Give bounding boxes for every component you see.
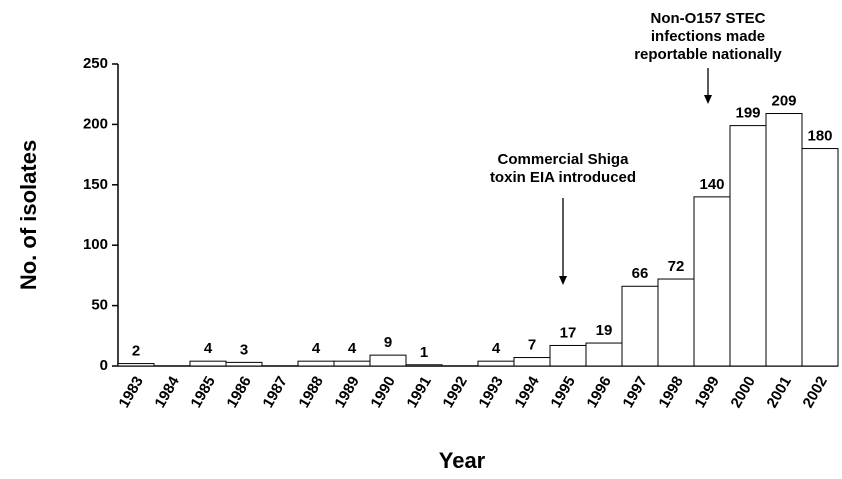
x-tick-label: 1992 [439, 373, 470, 410]
x-tick-label: 1983 [115, 373, 146, 410]
bar [513, 357, 551, 367]
x-tick-label: 1991 [403, 373, 434, 410]
value-label: 4 [312, 340, 321, 357]
bar [405, 364, 443, 367]
x-tick-label: 1998 [655, 373, 686, 410]
value-label: 17 [560, 324, 577, 341]
bar [369, 354, 407, 367]
annotation: Non-O157 STEC [650, 10, 765, 27]
y-tick-label: 100 [83, 236, 108, 253]
x-tick-label: 1997 [619, 373, 650, 410]
x-tick-label: 2001 [763, 373, 794, 410]
annotation: reportable nationally [634, 46, 782, 63]
x-tick-label: 2000 [727, 373, 758, 410]
y-tick-label: 250 [83, 55, 108, 72]
value-label: 209 [771, 92, 796, 109]
value-label: 180 [807, 128, 832, 145]
x-axis-title: Year [439, 448, 486, 473]
value-label: 3 [240, 341, 248, 358]
value-label: 1 [420, 344, 428, 361]
bar [801, 148, 839, 367]
bar [117, 363, 155, 367]
value-label: 4 [204, 340, 213, 357]
x-tick-label: 2002 [799, 373, 830, 410]
annotation: toxin EIA introduced [490, 169, 636, 186]
bar [549, 344, 587, 367]
bar [693, 196, 731, 367]
value-label: 2 [132, 343, 140, 360]
y-axis-title: No. of isolates [16, 140, 41, 290]
value-label: 9 [384, 334, 392, 351]
x-tick-label: 1994 [511, 373, 543, 411]
x-tick-label: 1989 [331, 373, 362, 410]
value-label: 4 [492, 340, 501, 357]
bar [657, 278, 695, 367]
x-tick-label: 1984 [151, 373, 183, 411]
x-tick-label: 1995 [547, 373, 578, 410]
bar [729, 125, 767, 367]
value-label: 66 [632, 265, 649, 282]
arrow-head [559, 276, 567, 285]
x-tick-label: 1988 [295, 373, 326, 410]
annotation: infections made [651, 28, 765, 45]
x-tick-label: 1990 [367, 373, 398, 410]
x-tick-label: 1999 [691, 373, 722, 410]
value-label: 72 [668, 258, 685, 275]
bar [477, 360, 515, 367]
bar [333, 360, 371, 367]
bar [297, 360, 335, 367]
annotation: Commercial Shiga [498, 151, 630, 168]
bar [585, 342, 623, 367]
value-label: 140 [699, 176, 724, 193]
x-tick-label: 1986 [223, 373, 254, 410]
value-label: 19 [596, 322, 613, 339]
bar [225, 361, 263, 367]
value-label: 199 [735, 105, 760, 122]
y-tick-label: 200 [83, 115, 108, 132]
y-tick-label: 0 [100, 357, 108, 374]
x-tick-label: 1993 [475, 373, 506, 410]
value-label: 7 [528, 337, 536, 354]
bar [189, 360, 227, 367]
value-label: 4 [348, 340, 357, 357]
x-tick-label: 1996 [583, 373, 614, 410]
x-tick-label: 1987 [259, 373, 290, 410]
y-tick-label: 50 [91, 297, 108, 314]
y-tick-label: 150 [83, 176, 108, 193]
x-tick-label: 1985 [187, 373, 218, 410]
bar [621, 285, 659, 367]
bar [765, 113, 803, 367]
arrow-head [704, 95, 712, 104]
